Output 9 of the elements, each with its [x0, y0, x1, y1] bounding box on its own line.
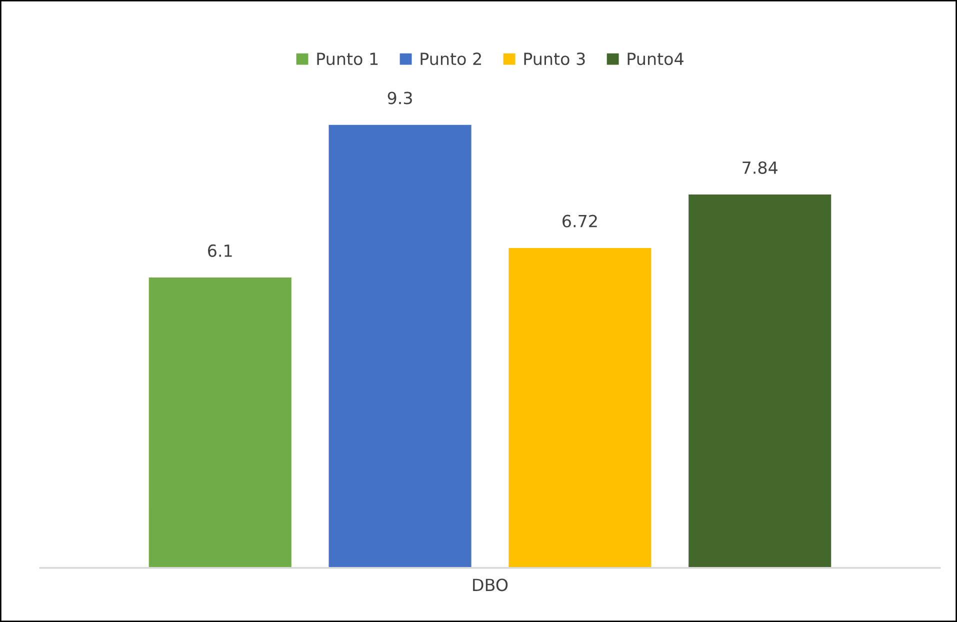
data-label: 6.72 [562, 214, 597, 228]
data-label: 7.84 [742, 161, 778, 174]
legend-label: Punto4 [628, 52, 684, 66]
legend-label: Punto 1 [317, 52, 378, 66]
legend-label: Punto 2 [420, 52, 481, 66]
x-axis-title: DBO [473, 578, 508, 592]
legend-label: Punto 3 [524, 52, 585, 66]
data-label: 9.3 [388, 92, 412, 104]
data-label: 6.1 [208, 244, 232, 257]
